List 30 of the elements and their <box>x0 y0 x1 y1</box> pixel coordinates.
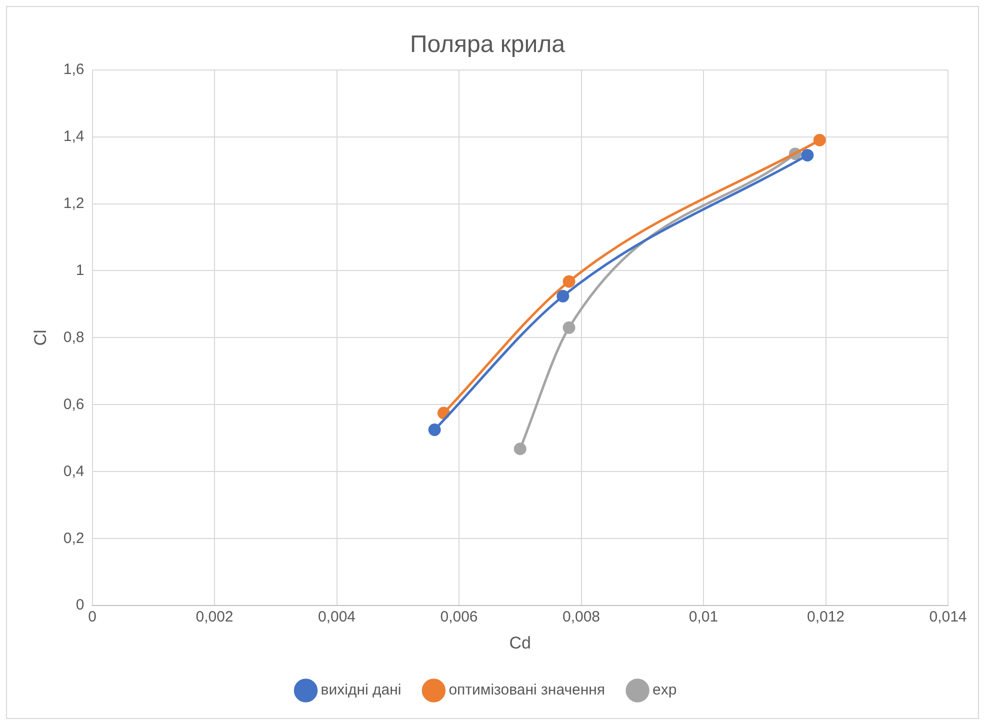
y-tick-label: 1,2 <box>63 194 84 212</box>
legend-label: вихідні дані <box>320 682 402 699</box>
y-tick-label: 0,6 <box>63 396 84 413</box>
x-tick-label: 0,012 <box>806 608 845 626</box>
y-tick-label: 0,8 <box>63 328 84 346</box>
point <box>428 424 441 436</box>
y-tick-label: 0,2 <box>63 530 84 547</box>
y-tick-label: 0,4 <box>63 462 84 480</box>
x-tick-label: 0,004 <box>318 608 356 626</box>
y-tick-label: 0 <box>76 596 84 614</box>
y-tick-label: 1,4 <box>63 128 84 145</box>
x-tick-label: 0 <box>88 608 96 626</box>
point <box>801 148 814 162</box>
y-axis-title: Cl <box>30 330 50 346</box>
x-tick-label: 0,014 <box>929 608 967 626</box>
legend-label: exp <box>652 682 677 699</box>
x-axis-title: Cd <box>509 633 531 652</box>
point <box>562 321 576 334</box>
chart-title: Поляра крила <box>410 31 566 58</box>
x-tick-label: 0,006 <box>440 608 478 626</box>
x-tick-label: 0,008 <box>562 608 600 626</box>
point <box>562 275 576 288</box>
point <box>514 442 526 456</box>
x-tick-label: 0,01 <box>688 608 718 626</box>
x-tick-label: 0,002 <box>196 608 234 626</box>
point <box>556 290 570 302</box>
y-tick-label: 1 <box>76 262 84 279</box>
legend-label: оптимізовані значення <box>448 682 606 699</box>
point <box>813 134 826 146</box>
y-tick-label: 1,6 <box>63 60 84 78</box>
